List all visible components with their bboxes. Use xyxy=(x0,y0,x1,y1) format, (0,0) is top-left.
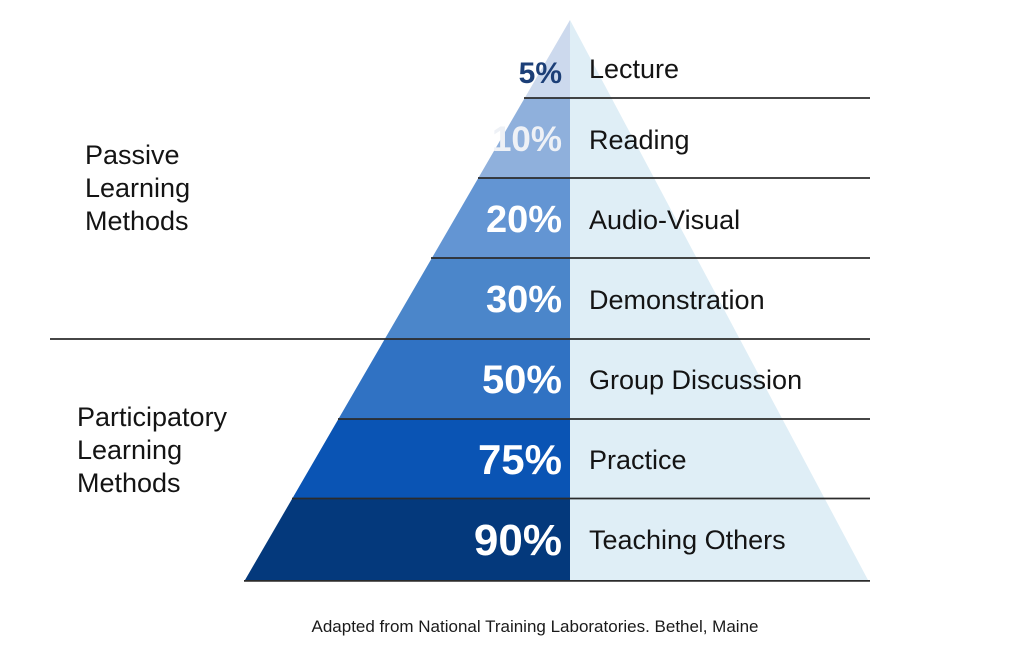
retention-pct-demonstration: 30% xyxy=(486,279,562,321)
retention-pct-practice: 75% xyxy=(478,436,562,483)
pyramid-level-practice-face xyxy=(292,419,570,499)
retention-pct-audio-visual: 20% xyxy=(486,199,562,241)
pyramid-level-lecture-face xyxy=(524,20,570,98)
retention-pct-teaching-others: 90% xyxy=(474,516,562,565)
pyramid-level-reading-face xyxy=(478,98,570,178)
pyramid-level-demonstration-face xyxy=(384,258,570,339)
level-label-practice: Practice xyxy=(589,445,687,475)
pyramid-level-audio-visual-face xyxy=(431,178,570,258)
retention-pct-lecture: 5% xyxy=(519,57,562,90)
passive-methods-label: Passive Learning Methods xyxy=(85,140,191,236)
participatory-methods-label: Participatory Learning Methods xyxy=(77,402,228,498)
retention-pct-group-discussion: 50% xyxy=(482,358,562,402)
level-label-demonstration: Demonstration xyxy=(589,285,765,315)
level-label-group-discussion: Group Discussion xyxy=(589,365,802,395)
pyramid-level-teaching-others-face xyxy=(245,498,570,580)
source-caption: Adapted from National Training Laborator… xyxy=(311,617,759,636)
retention-pct-reading: 10% xyxy=(492,120,562,159)
level-label-audio-visual: Audio-Visual xyxy=(589,205,740,235)
pyramid-level-group-discussion-face xyxy=(338,339,570,419)
level-label-reading: Reading xyxy=(589,125,690,155)
level-label-teaching-others: Teaching Others xyxy=(589,525,786,555)
level-label-lecture: Lecture xyxy=(589,54,679,84)
pyramid-right-face xyxy=(570,20,868,580)
